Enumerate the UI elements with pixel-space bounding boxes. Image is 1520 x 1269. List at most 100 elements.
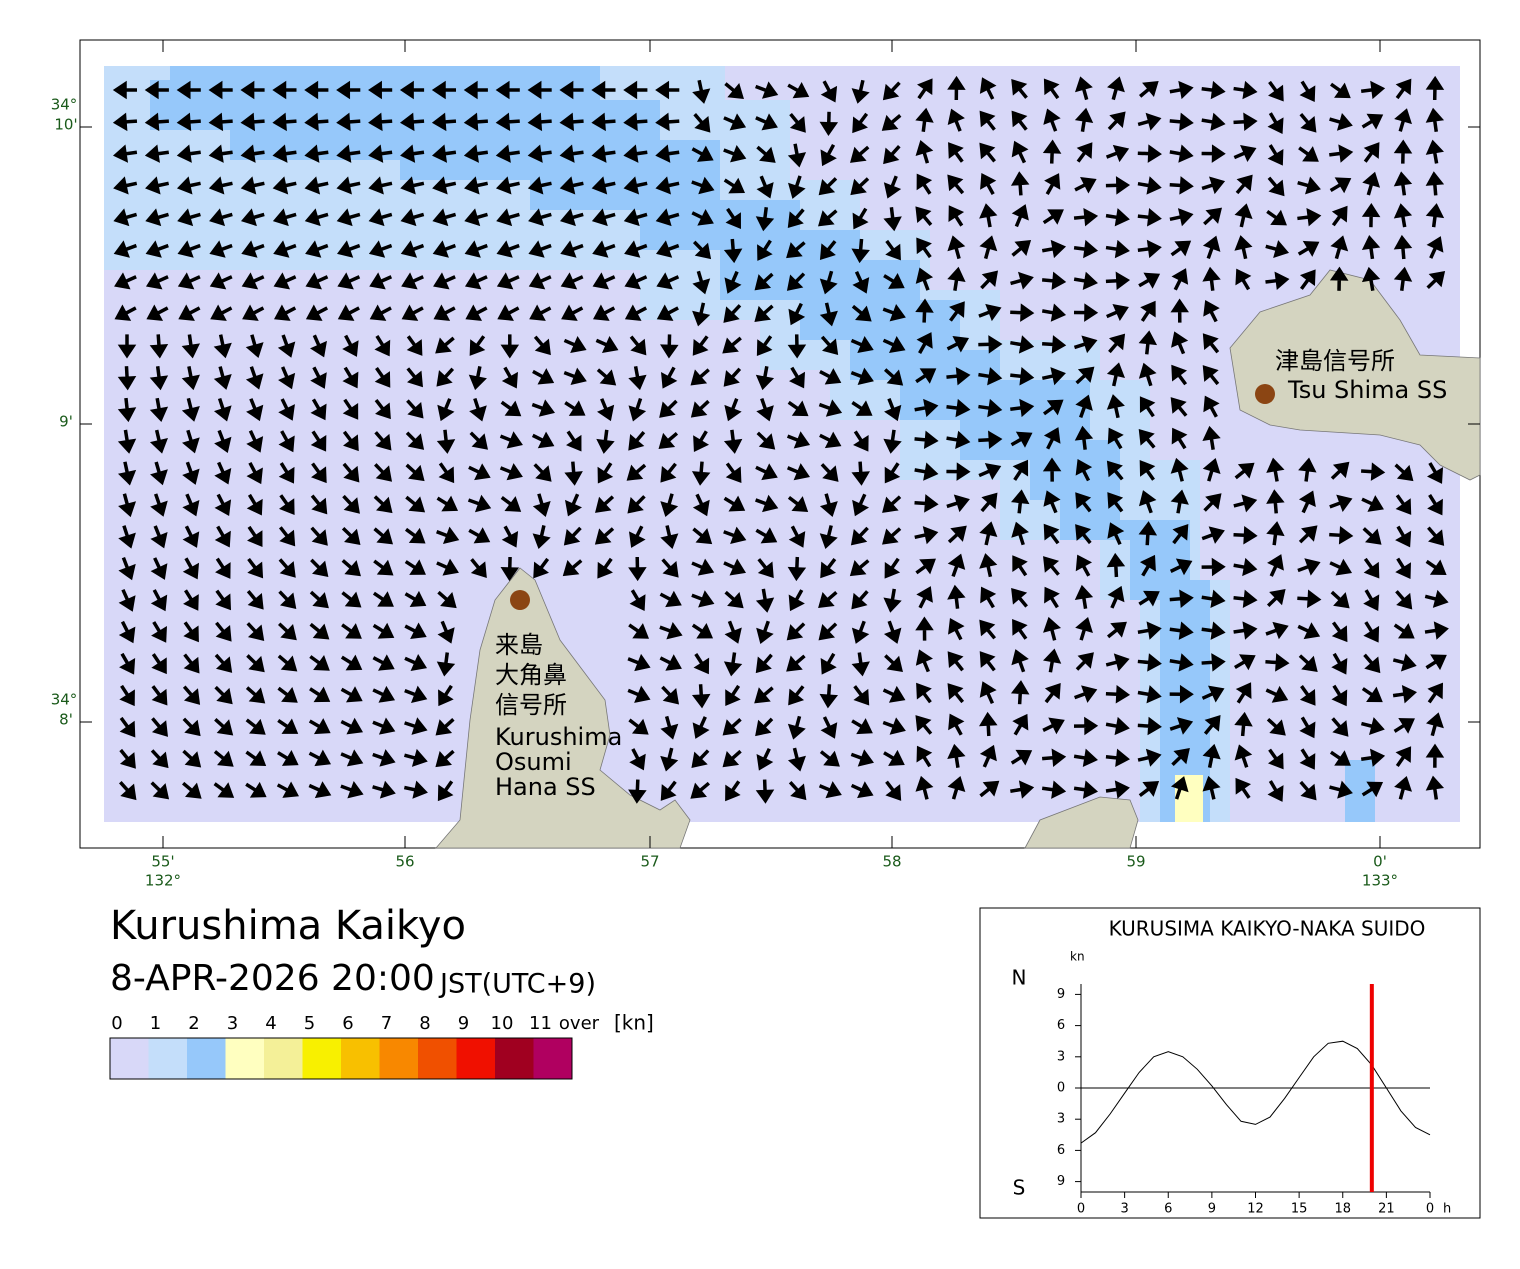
current-arrow — [628, 431, 646, 451]
lon-minute: 57 — [640, 853, 659, 871]
current-arrow — [915, 140, 934, 164]
current-arrow — [818, 177, 838, 196]
current-arrow — [1137, 653, 1162, 672]
current-arrow — [1201, 557, 1226, 577]
current-arrow — [308, 718, 331, 735]
current-arrow — [276, 781, 299, 798]
current-arrow — [660, 780, 677, 801]
current-arrow — [978, 303, 1002, 322]
current-arrow — [756, 145, 776, 163]
current-arrow — [1393, 203, 1413, 228]
current-arrow — [883, 273, 905, 289]
current-arrow — [1075, 76, 1093, 101]
current-arrow — [1299, 113, 1317, 133]
current-arrow — [850, 749, 874, 767]
current-arrow — [437, 398, 455, 422]
current-arrow — [660, 747, 679, 772]
current-arrow — [883, 207, 902, 232]
current-arrow — [722, 718, 742, 736]
current-arrow — [882, 527, 902, 545]
current-arrow — [851, 79, 870, 104]
current-arrow — [882, 495, 902, 513]
current-arrow — [979, 203, 998, 228]
current-arrow — [884, 462, 901, 484]
current-arrow — [725, 462, 742, 484]
current-arrow — [1425, 775, 1445, 800]
current-arrow — [787, 747, 806, 772]
current-arrow — [559, 112, 584, 132]
color-swatch — [418, 1038, 457, 1079]
x-tick-label: 9 — [1208, 1202, 1216, 1217]
current-arrow — [1393, 234, 1413, 260]
current-arrow — [1043, 648, 1062, 673]
current-arrow — [340, 749, 364, 767]
current-arrow — [916, 173, 933, 195]
current-arrow — [278, 430, 295, 453]
current-arrow — [336, 176, 361, 195]
current-arrow — [1203, 715, 1221, 735]
lat-minute: 9' — [59, 413, 73, 431]
current-arrow — [1043, 616, 1062, 641]
current-arrow — [341, 526, 361, 546]
current-arrow — [1012, 555, 1028, 577]
current-arrow — [1138, 490, 1157, 514]
current-arrow — [1298, 490, 1316, 514]
current-arrow — [403, 780, 428, 799]
current-arrow — [117, 397, 137, 423]
current-arrow — [723, 526, 747, 544]
current-arrow — [1425, 171, 1445, 196]
current-arrow — [947, 651, 964, 672]
current-arrow — [469, 397, 487, 422]
current-arrow — [883, 749, 905, 766]
current-arrow — [1266, 717, 1286, 736]
current-arrow — [978, 335, 1003, 354]
current-arrow — [819, 111, 839, 136]
current-arrow — [1137, 112, 1162, 131]
current-arrow — [756, 335, 773, 356]
current-arrow — [436, 558, 459, 576]
current-arrow — [820, 335, 839, 356]
current-arrow — [114, 272, 137, 290]
current-arrow — [435, 749, 455, 768]
current-arrow — [946, 494, 970, 513]
current-arrow — [1169, 80, 1194, 100]
current-arrow — [691, 145, 714, 162]
current-arrow — [438, 462, 455, 484]
current-arrow — [431, 80, 456, 100]
current-arrow — [1170, 457, 1189, 482]
current-arrow — [1201, 144, 1226, 163]
current-arrow — [788, 302, 806, 326]
current-arrow — [915, 368, 937, 384]
current-arrow — [1329, 525, 1354, 545]
current-arrow — [1138, 428, 1156, 449]
current-arrow — [310, 334, 327, 358]
legend-label: 10 — [491, 1013, 514, 1034]
current-arrow — [1297, 622, 1321, 640]
current-arrow — [947, 553, 966, 578]
current-arrow — [1426, 236, 1444, 259]
current-arrow — [277, 718, 299, 734]
current-arrow — [624, 240, 648, 258]
current-arrow — [1075, 492, 1092, 513]
current-arrow — [591, 112, 616, 132]
current-arrow — [1139, 460, 1156, 481]
current-arrow — [1169, 208, 1194, 227]
current-arrow — [563, 526, 582, 546]
current-arrow — [883, 588, 902, 613]
current-arrow — [851, 238, 870, 264]
current-arrow — [183, 621, 199, 643]
current-arrow — [915, 558, 936, 575]
current-arrow — [532, 368, 555, 385]
current-arrow — [979, 744, 997, 768]
current-arrow — [624, 272, 648, 290]
current-arrow — [1041, 748, 1067, 768]
current-arrow — [340, 654, 363, 671]
current-arrow — [1075, 394, 1093, 419]
current-arrow — [246, 429, 264, 453]
current-arrow — [564, 493, 583, 517]
current-arrow — [342, 398, 359, 420]
current-arrow — [623, 208, 648, 227]
current-arrow — [1233, 525, 1258, 545]
current-arrow — [1106, 394, 1125, 419]
current-arrow — [1201, 176, 1226, 195]
